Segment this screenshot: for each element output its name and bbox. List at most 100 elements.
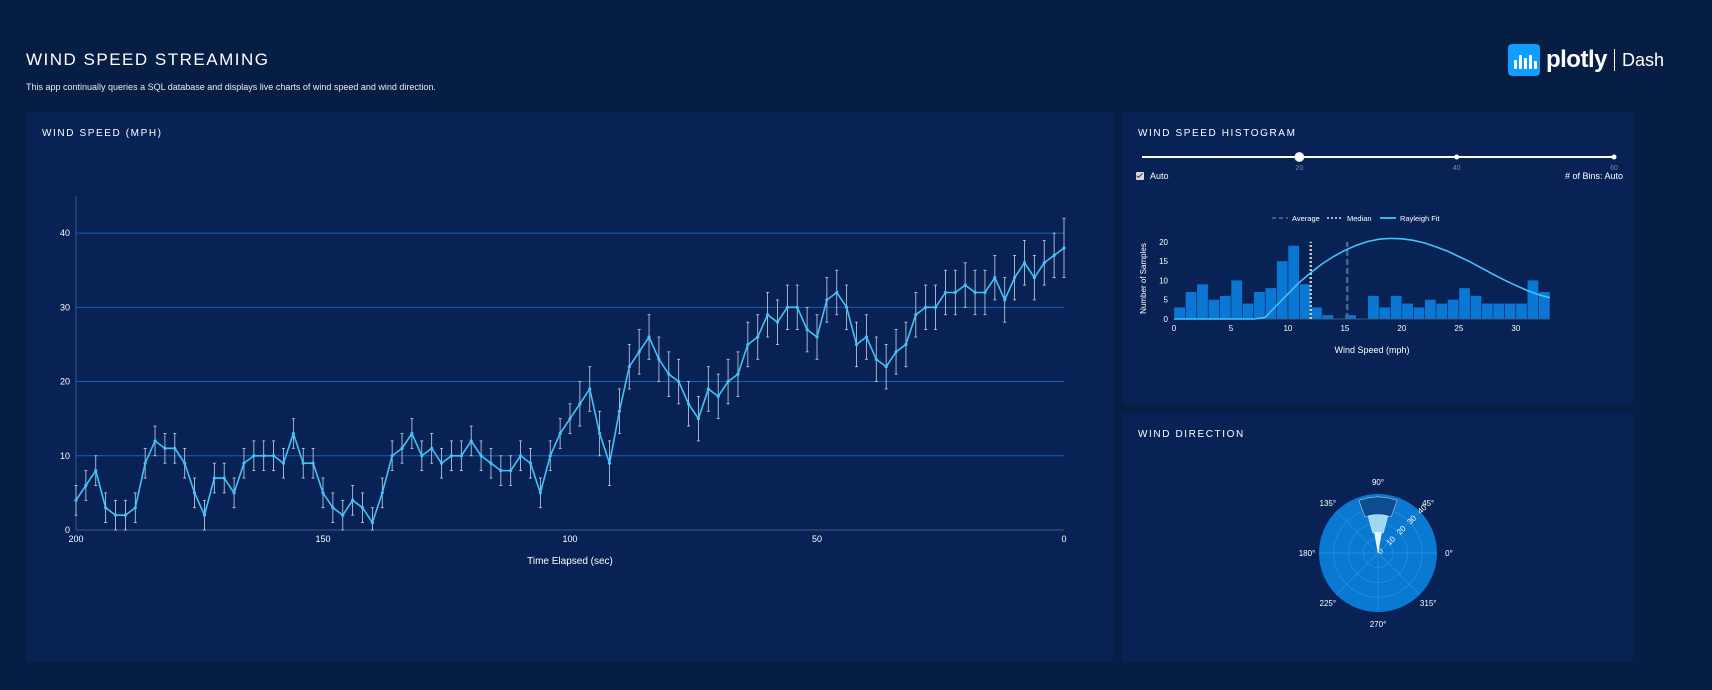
histogram-bar bbox=[1447, 299, 1459, 319]
data-point bbox=[113, 513, 118, 517]
data-point bbox=[1022, 261, 1027, 265]
histogram-bar bbox=[1402, 303, 1413, 319]
x-tick-label: 5 bbox=[1229, 324, 1234, 333]
data-point bbox=[94, 469, 98, 473]
data-point bbox=[173, 446, 177, 450]
wind-speed-panel: WIND SPEED (MPH) 0 10 20 30 40 200 150 100 50 0 Ti… bbox=[26, 112, 1113, 662]
histogram-bar bbox=[1379, 307, 1391, 319]
data-point bbox=[74, 498, 78, 502]
bins-count-label: # of Bins: Auto bbox=[1564, 171, 1623, 181]
data-point bbox=[252, 454, 256, 458]
data-point bbox=[677, 379, 681, 384]
x-tick-label: 30 bbox=[1511, 324, 1520, 333]
data-point bbox=[459, 454, 463, 458]
slider-handle bbox=[1294, 152, 1305, 162]
data-point bbox=[657, 357, 661, 361]
data-point bbox=[479, 454, 483, 458]
data-point bbox=[637, 350, 641, 354]
data-point bbox=[380, 491, 384, 495]
data-point bbox=[627, 365, 631, 369]
plotly-logo-icon bbox=[1507, 44, 1540, 76]
data-point bbox=[726, 379, 730, 384]
polar-grid-spoke bbox=[1377, 552, 1420, 595]
data-point bbox=[943, 290, 948, 295]
wind-histogram-chart[interactable]: 0 5 10 15 20 0 5 10 15 20 25 30 Wind Speed (mph) Numb… bbox=[1122, 112, 1633, 404]
x-tick-label: 50 bbox=[812, 534, 822, 544]
data-point bbox=[420, 454, 424, 458]
data-point bbox=[370, 520, 374, 525]
histogram-bar bbox=[1470, 295, 1482, 319]
data-point bbox=[202, 513, 207, 517]
data-point bbox=[509, 469, 513, 473]
data-point bbox=[212, 476, 216, 480]
data-point bbox=[301, 461, 305, 465]
x-axis-title: Wind Speed (mph) bbox=[1334, 345, 1409, 355]
angular-tick-label: 270° bbox=[1370, 620, 1387, 629]
data-point bbox=[1052, 253, 1056, 257]
y-tick-label: 5 bbox=[1164, 296, 1169, 305]
y-tick-label: 10 bbox=[60, 451, 70, 461]
brand-name: plotly bbox=[1545, 46, 1608, 73]
angular-tick-label: 180° bbox=[1299, 549, 1316, 558]
slider-mark-label: 20 bbox=[1295, 165, 1303, 172]
data-point bbox=[400, 446, 404, 450]
data-point bbox=[805, 328, 809, 332]
data-point bbox=[963, 283, 967, 287]
data-point bbox=[84, 483, 88, 488]
app-header: WIND SPEED STREAMING This app continuall… bbox=[26, 44, 1686, 110]
x-tick-label: 100 bbox=[562, 534, 577, 544]
radial-tick-label: 0 bbox=[1376, 546, 1386, 556]
x-axis-title: Time Elapsed (sec) bbox=[527, 556, 613, 567]
histogram-bar bbox=[1527, 280, 1539, 319]
slider-mark-dot bbox=[1454, 154, 1460, 160]
histogram-bar bbox=[1390, 295, 1402, 319]
data-point bbox=[163, 446, 167, 450]
bins-slider[interactable]: 20 40 60 bbox=[1132, 152, 1624, 182]
auto-checkbox[interactable] bbox=[1136, 172, 1144, 180]
legend-label: Rayleigh Fit bbox=[1400, 214, 1441, 223]
data-point bbox=[716, 394, 720, 398]
data-point bbox=[607, 461, 612, 465]
data-point bbox=[469, 439, 473, 443]
data-point bbox=[331, 506, 335, 510]
direction-wedge bbox=[1358, 496, 1398, 518]
data-point bbox=[133, 506, 137, 510]
data-point bbox=[410, 431, 414, 436]
polar-grid-spoke bbox=[1377, 511, 1420, 554]
x-tick-label: 200 bbox=[68, 534, 83, 544]
data-point bbox=[281, 461, 286, 465]
angular-tick-label: 45° bbox=[1422, 499, 1434, 508]
histogram-bar bbox=[1254, 292, 1265, 319]
x-tick-label: 20 bbox=[1397, 324, 1406, 333]
histogram-bar bbox=[1322, 315, 1334, 319]
data-point bbox=[845, 305, 849, 309]
brand-divider bbox=[1613, 49, 1615, 71]
data-point bbox=[736, 372, 740, 376]
data-point bbox=[311, 461, 315, 465]
data-point bbox=[756, 335, 760, 339]
legend-label: Average bbox=[1292, 214, 1320, 223]
polar-grid-spoke bbox=[1336, 511, 1379, 554]
angular-tick-label: 0° bbox=[1445, 549, 1453, 558]
data-point bbox=[686, 402, 691, 406]
data-point bbox=[973, 290, 977, 295]
data-point bbox=[766, 313, 770, 317]
histogram-bar bbox=[1424, 299, 1436, 319]
histogram-bar bbox=[1242, 303, 1254, 319]
data-point bbox=[884, 365, 888, 369]
data-point bbox=[1062, 246, 1066, 250]
data-point bbox=[449, 454, 454, 458]
x-tick-label: 25 bbox=[1454, 324, 1463, 333]
data-point bbox=[232, 491, 236, 495]
auto-bins-toggle[interactable]: Auto bbox=[1136, 171, 1169, 181]
data-point bbox=[153, 439, 157, 443]
histogram-bar bbox=[1299, 284, 1311, 319]
histogram-bar bbox=[1276, 261, 1288, 319]
wind-speed-chart[interactable]: 0 10 20 30 40 200 150 100 50 0 Time Elapsed (sec) bbox=[26, 112, 1113, 662]
slider-mark-dot bbox=[1611, 154, 1617, 160]
data-point bbox=[578, 402, 582, 406]
data-point bbox=[1042, 261, 1046, 265]
brand-logo-link[interactable]: plotly Dash bbox=[1507, 44, 1664, 76]
data-point bbox=[706, 387, 710, 391]
